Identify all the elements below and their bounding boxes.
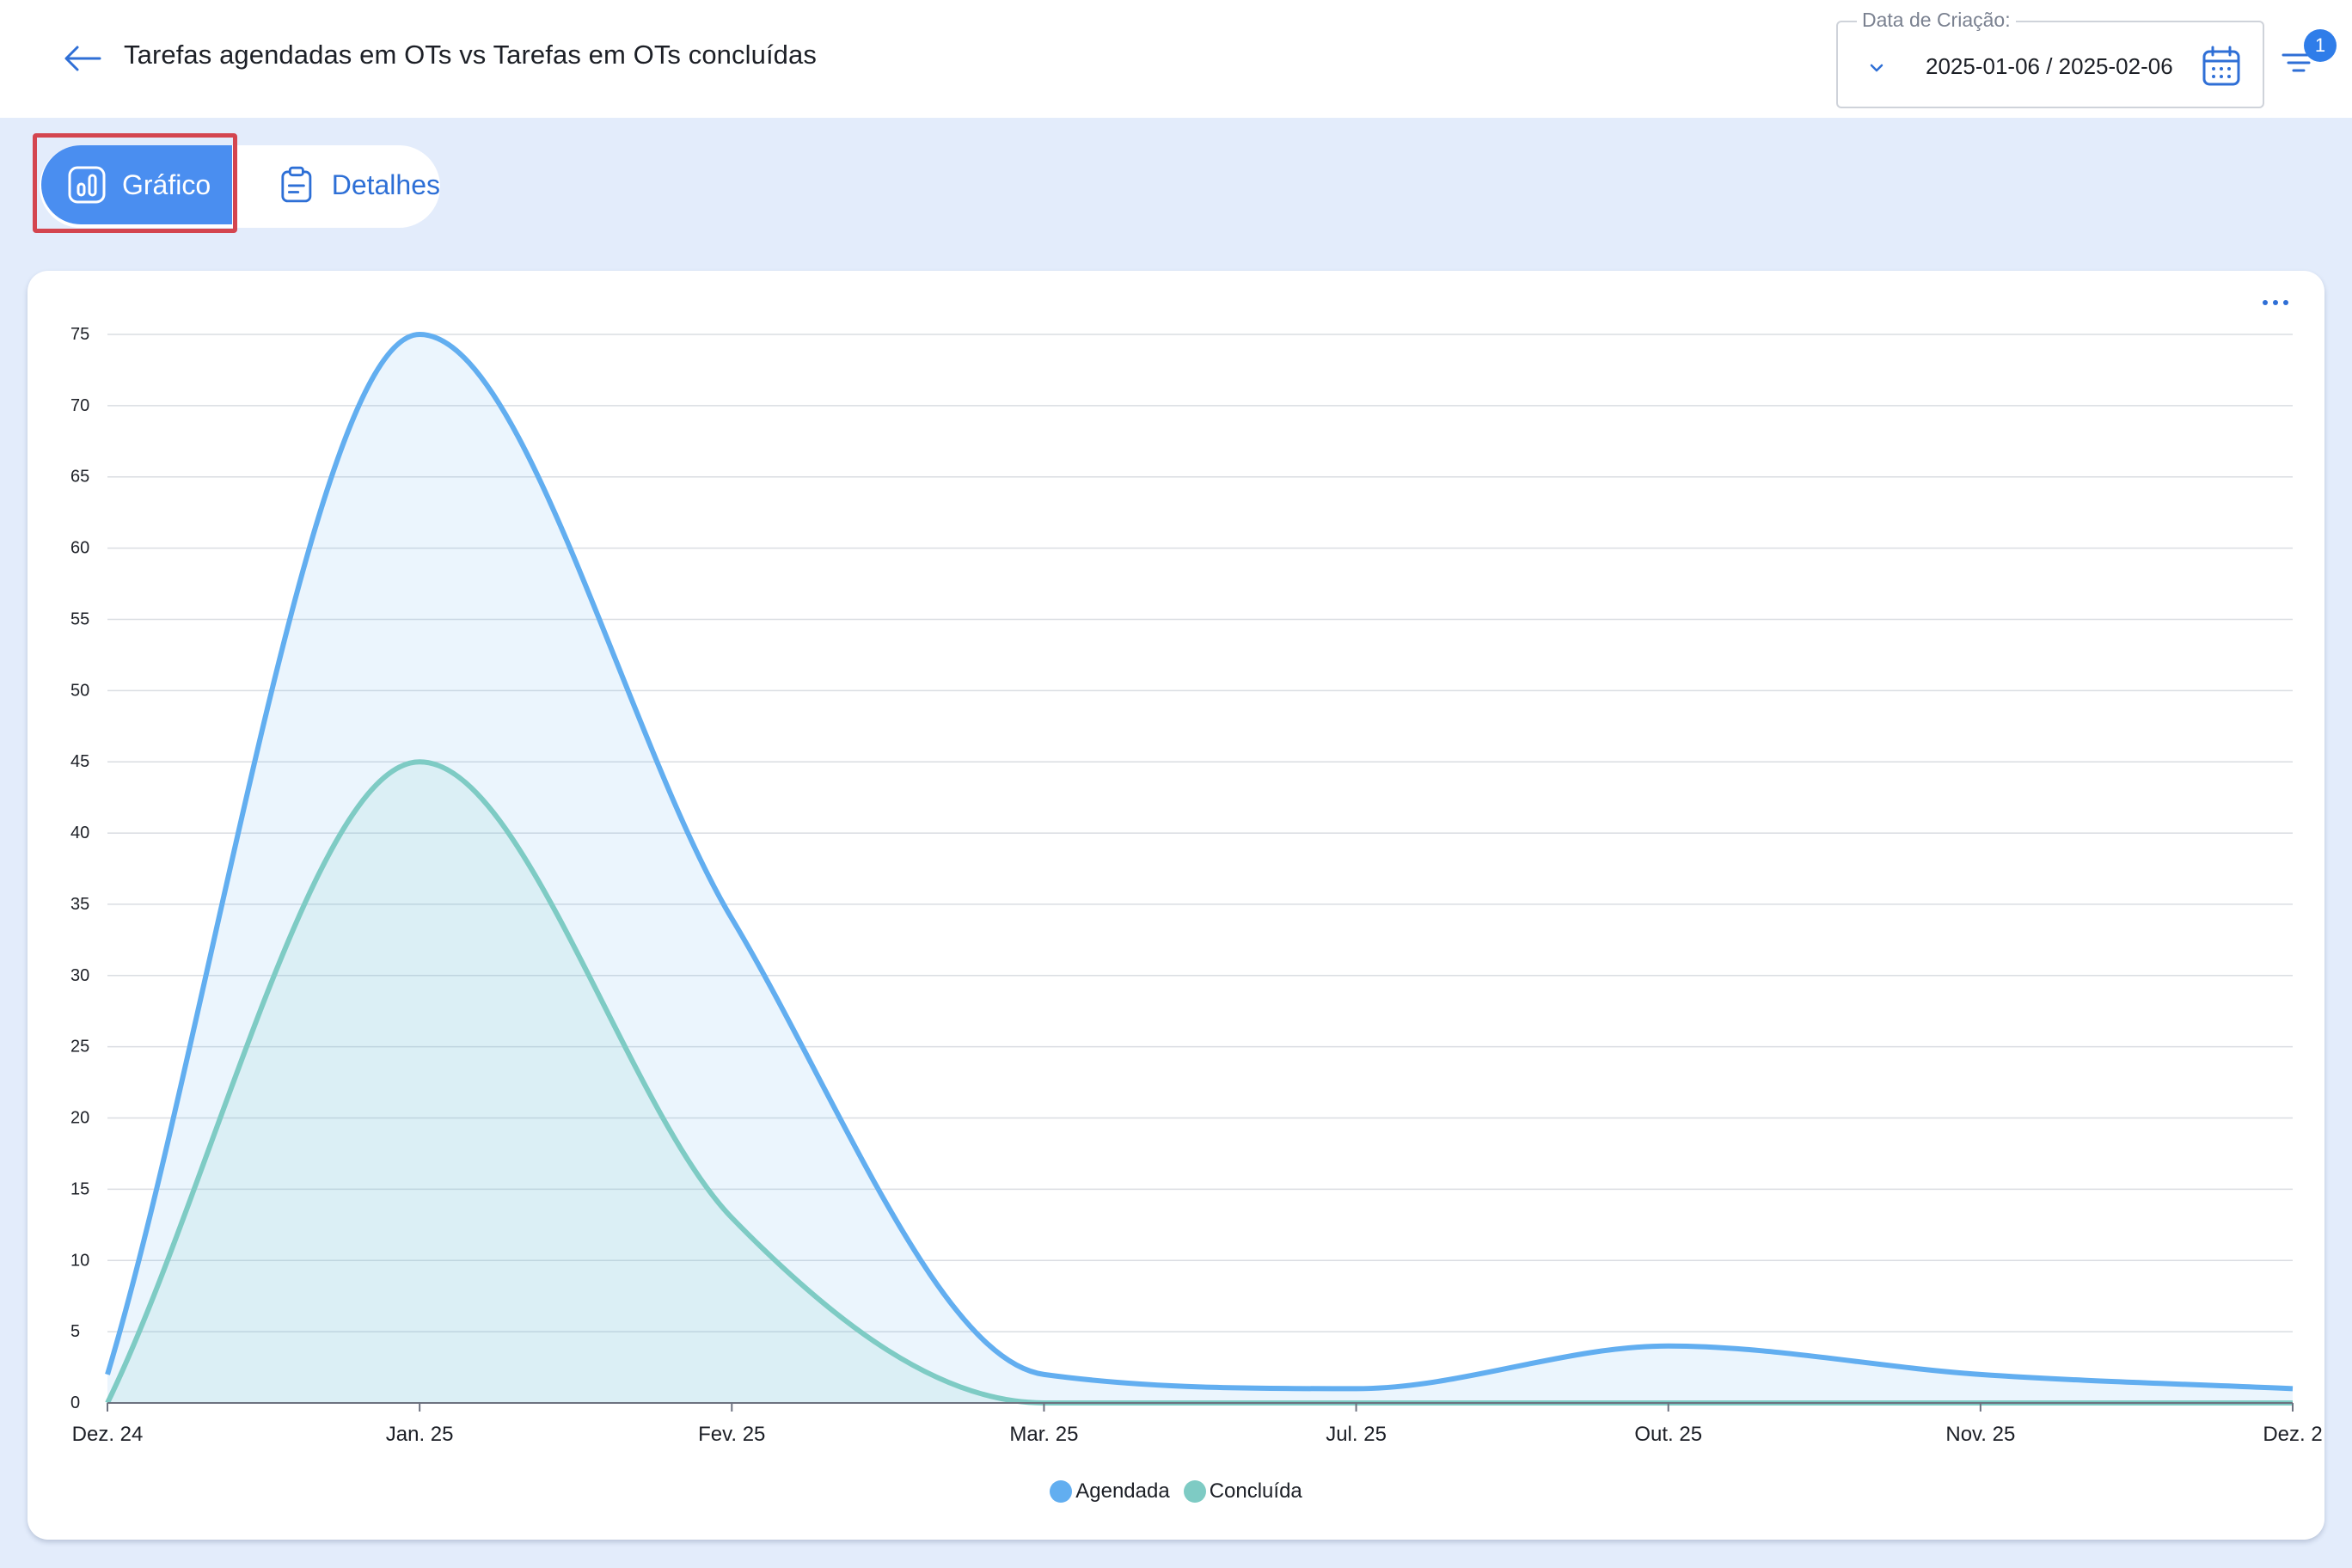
chart-legend: Agendada Concluída	[28, 1474, 2324, 1509]
y-tick-label: 40	[70, 824, 89, 842]
legend-item-concluida[interactable]: Concluída	[1183, 1479, 1302, 1504]
x-tick-label: Dez. 2	[2263, 1423, 2322, 1446]
y-tick-label: 70	[70, 396, 89, 415]
y-tick-label: 30	[70, 966, 89, 985]
card-menu-button[interactable]	[2254, 290, 2297, 315]
series-area-agendada	[107, 334, 2293, 1403]
y-tick-label: 75	[70, 325, 89, 344]
date-range-value[interactable]: 2025-01-06 / 2025-02-06	[1926, 53, 2173, 79]
x-tick-label: Out. 25	[1634, 1423, 1702, 1446]
y-tick-label: 60	[70, 539, 89, 558]
x-tick-label: Dez. 24	[72, 1423, 144, 1446]
tab-detalhes[interactable]: Detalhes	[248, 145, 440, 224]
y-tick-label: 10	[70, 1251, 89, 1270]
y-tick-label: 50	[70, 681, 89, 700]
date-field-label: Data de Criação:	[1857, 9, 2016, 32]
filter-count-badge: 1	[2304, 29, 2337, 62]
arrow-left-icon	[64, 46, 101, 71]
bar-chart-icon	[68, 166, 106, 204]
y-tick-label: 45	[70, 752, 89, 771]
more-horizontal-icon	[2263, 300, 2288, 305]
chevron-down-icon[interactable]	[1864, 55, 1890, 81]
legend-swatch-concluida	[1183, 1480, 1206, 1503]
legend-label-concluida: Concluída	[1209, 1479, 1302, 1503]
series-area-concluida	[107, 762, 2293, 1403]
tab-grafico-label: Gráfico	[122, 168, 211, 200]
view-toggle: Gráfico Detalhes	[33, 133, 443, 233]
clipboard-icon	[281, 166, 312, 203]
y-tick-label: 25	[70, 1038, 89, 1057]
y-tick-label: 5	[70, 1322, 80, 1341]
x-tick-label: Jul. 25	[1326, 1423, 1387, 1446]
chart-card: 0 5 10 15 20 25 30 35 40 45 50 55 60 65 70 75 Dez. 24 Jan…	[28, 271, 2324, 1540]
y-tick-label: 15	[70, 1179, 89, 1198]
y-tick-label: 35	[70, 895, 89, 914]
legend-swatch-agendada	[1050, 1480, 1073, 1503]
series-line-agendada	[105, 332, 2294, 1392]
date-range-field[interactable]: Data de Criação: 2025-01-06 / 2025-02-06	[1836, 9, 2264, 108]
tab-detalhes-label: Detalhes	[331, 168, 440, 200]
tab-grafico[interactable]: Gráfico	[41, 145, 232, 224]
y-tick-label: 0	[70, 1393, 80, 1412]
page-title: Tarefas agendadas em OTs vs Tarefas em O…	[124, 40, 817, 70]
x-tick-label: Mar. 25	[1009, 1423, 1078, 1446]
x-tick-label: Nov. 25	[1945, 1423, 2015, 1446]
legend-item-agendada[interactable]: Agendada	[1050, 1479, 1170, 1504]
x-tick-label: Jan. 25	[386, 1423, 454, 1446]
calendar-icon[interactable]	[2199, 43, 2244, 91]
area-chart: 0 5 10 15 20 25 30 35 40 45 50 55 60 65 70 75 Dez. 24 Jan…	[70, 325, 2323, 1446]
y-tick-label: 20	[70, 1109, 89, 1128]
y-tick-label: 55	[70, 609, 89, 628]
x-tick-label: Fev. 25	[698, 1423, 765, 1446]
y-tick-label: 65	[70, 468, 89, 487]
back-button[interactable]	[58, 36, 107, 81]
legend-label-agendada: Agendada	[1075, 1479, 1170, 1503]
top-bar: Tarefas agendadas em OTs vs Tarefas em O…	[0, 0, 2352, 118]
